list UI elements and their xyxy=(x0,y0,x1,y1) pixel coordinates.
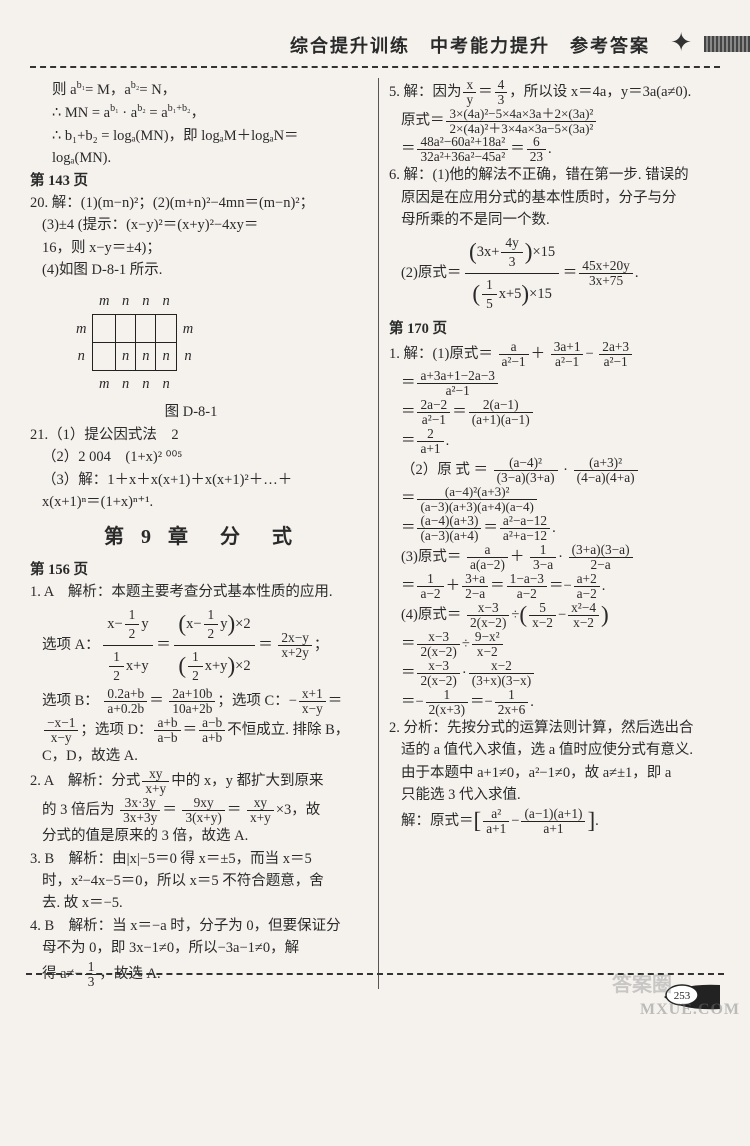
q4b: 母不为 0，即 3x−1≠0，所以−3a−1≠0，解 xyxy=(42,937,372,959)
q1-tail: C，D，故选 A. xyxy=(42,745,372,767)
q2b: 的 3 倍后为 3x·3y3x+3y＝ 9xy3(x+y)＝ xyx+y×3，故 xyxy=(42,796,372,825)
q5c: ＝48a²−60a²+18a²32a²+36a²−45a²＝623. xyxy=(401,135,720,164)
q20-1: 20. 解：(1)(m−n)²；(2)(m+n)²−4mn＝(m−n)²； xyxy=(30,192,372,214)
section-156: 第 156 页 xyxy=(30,559,372,581)
q2c: 分式的值是原来的 3 倍，故选 A. xyxy=(42,825,372,847)
right-column: 5. 解：因为xy＝43，所以设 x＝4a，y＝3a(a≠0). 原式＝3×(4… xyxy=(378,78,720,989)
q6d: (2)原式＝ (3x+4y3)×15 (15x+5)×15 ＝45x+20y3x… xyxy=(401,232,720,315)
q3c: 去. 故 x＝−5. xyxy=(42,892,372,914)
q5a: 5. 解：因为xy＝43，所以设 x＝4a，y＝3a(a≠0). xyxy=(389,78,720,107)
page: ✦ 综合提升训练 中考能力提升 参考答案 则 ab₁= M，ab₂= N， ∴ … xyxy=(0,0,750,1029)
chapter-9-title: 第 9 章 分 式 xyxy=(30,522,372,553)
figure-d-8-1: m n n n m m n n n n n xyxy=(70,288,199,397)
section-143: 第 143 页 xyxy=(30,170,372,192)
line: ∴ MN = ab₁ · ab₂ = ab₁+b₂， xyxy=(52,101,372,124)
r3b: ＝1a−2＋3+a2−a＝1−a−3a−2＝−a+2a−2. xyxy=(401,572,720,601)
line: ∴ b₁+b₂ = logₐ(MN)，即 logₐM＋logₐN＝ xyxy=(52,125,372,147)
r2b: ＝(a−4)²(a+3)²(a−3)(a+3)(a+4)(a−4) xyxy=(401,485,720,513)
line: logₐ(MN). xyxy=(52,147,372,169)
figure-caption: 图 D-8-1 xyxy=(10,401,372,423)
q21-3b: x(x+1)ⁿ＝(1+x)ⁿ⁺¹. xyxy=(42,491,372,513)
watermark-url: MXUE.COM xyxy=(640,1001,740,1019)
r1b: ＝a+3a+1−2a−3a²−1 xyxy=(401,369,720,398)
left-column: 则 ab₁= M，ab₂= N， ∴ MN = ab₁ · ab₂ = ab₁+… xyxy=(30,78,372,989)
q3b: 时，x²−4x−5＝0，所以 x＝5 不符合题意，舍 xyxy=(42,870,372,892)
r5d: 只能选 3 代入求值. xyxy=(401,784,720,806)
line: 则 ab₁= M，ab₂= N， xyxy=(52,78,372,101)
q6b: 原因是在应用分式的基本性质时，分子与分 xyxy=(401,187,720,209)
q1-optB: 选项 B： 0.2a+ba+0.2b＝ 2a+10b10a+2b；选项 C：−x… xyxy=(42,687,372,716)
r1a: 1. 解：(1)原式＝ aa²−1＋ 3a+1a²−1− 2a+3a²−1 xyxy=(389,340,720,369)
q5b: 原式＝3×(4a)²−5×4a×3a＋2×(3a)²2×(4a)²＋3×4a×3… xyxy=(401,107,720,135)
r2a: （2）原 式 ＝ (a−4)²(3−a)(3+a) · (a+3)²(4−a)(… xyxy=(401,456,720,485)
r4b: ＝x−32(x−2)÷9−x²x−2 xyxy=(401,630,720,659)
r4c: ＝x−32(x−2)·x−2(3+x)(3−x) xyxy=(401,659,720,688)
watermark-logo: 答案圈 xyxy=(612,968,672,997)
q4a: 4. B 解析：当 x＝−a 时，分子为 0，但要保证分 xyxy=(30,915,372,937)
r4d: ＝−12(x+3)＝−12x+6. xyxy=(401,688,720,717)
q21-1: 21.（1）提公因式法 2 xyxy=(30,424,372,446)
r3a: (3)原式＝ aa(a−2)＋ 13−a· (3+a)(3−a)2−a xyxy=(401,543,720,572)
r1d: ＝2a+1. xyxy=(401,427,720,456)
q2a: 2. A 解析：分式xyx+y中的 x，y 都扩大到原来 xyxy=(30,767,372,796)
star-icon: ✦ xyxy=(670,28,692,58)
r5b: 适的 a 值代入求值，选 a 值时应使分式有意义. xyxy=(401,739,720,761)
dashed-rule-top xyxy=(30,66,720,68)
r1c: ＝2a−2a²−1＝2(a−1)(a+1)(a−1) xyxy=(401,398,720,427)
q20-4: (4)如图 D-8-1 所示. xyxy=(42,259,372,281)
q3a: 3. B 解析：由|x|−5＝0 得 x＝±5，而当 x＝5 xyxy=(30,848,372,870)
q20-3b: 16，则 x−y＝±4)； xyxy=(42,237,372,259)
q1: 1. A 解析：本题主要考查分式基本性质的应用. xyxy=(30,581,372,603)
q1-optA: 选项 A： x−12y 12x+y ＝ (x−12y)×2 (12x+y)×2 … xyxy=(42,604,372,687)
two-columns: 则 ab₁= M，ab₂= N， ∴ MN = ab₁ · ab₂ = ab₁+… xyxy=(30,78,720,989)
r4a: (4)原式＝ x−32(x−2)÷(5x−2−x²−4x−2) xyxy=(401,601,720,630)
q21-3a: （3）解：1＋x＋x(x+1)＋x(x+1)²＋…＋ xyxy=(42,469,372,491)
page-header: 综合提升训练 中考能力提升 参考答案 xyxy=(30,32,720,58)
r2c: ＝(a−4)(a+3)(a−3)(a+4)＝a²−a−12a²+a−12. xyxy=(401,514,720,543)
section-170: 第 170 页 xyxy=(389,318,720,340)
r5e: 解：原式＝[a²a+1−(a−1)(a+1)a+1]. xyxy=(401,807,720,836)
q20-3a: (3)±4 (提示：(x−y)²＝(x+y)²−4xy＝ xyxy=(42,214,372,236)
r5c: 由于本题中 a+1≠0，a²−1≠0，故 a≠±1，即 a xyxy=(401,762,720,784)
r5a: 2. 分析：先按分式的运算法则计算，然后选出合 xyxy=(389,717,720,739)
q6a: 6. 解：(1)他的解法不正确，错在第一步. 错误的 xyxy=(389,164,720,186)
q21-2: （2）2 004 (1+x)² ⁰⁰⁵ xyxy=(42,446,372,468)
q1-optC-D: −x−1x−y；选项 D：a+ba−b＝a−ba+b不恒成立. 排除 B， xyxy=(42,716,372,745)
decorative-bar xyxy=(704,36,750,52)
q6c: 母所乘的不是同一个数. xyxy=(401,209,720,231)
